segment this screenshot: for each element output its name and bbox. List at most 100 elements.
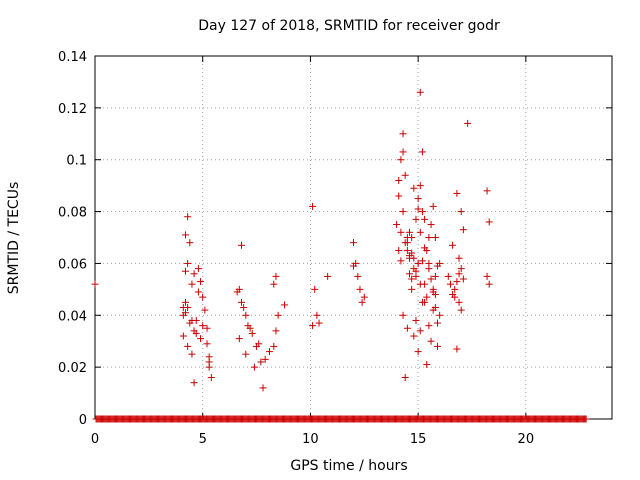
axis-ticks: 0 0.02 0.04 0.06 0.08 0.1 0.12 0.14 0 5 10 15 20 [58, 50, 612, 447]
data-point [401, 171, 409, 179]
data-point [416, 280, 424, 288]
data-point [485, 280, 493, 288]
data-point [181, 231, 189, 239]
data-point [403, 324, 411, 332]
data-point [184, 213, 192, 221]
data-point [483, 187, 491, 195]
data-point [434, 319, 442, 327]
plot-frame [94, 55, 613, 420]
data-point [453, 278, 461, 286]
data-point [358, 298, 366, 306]
data-point [414, 205, 422, 213]
data-point [181, 309, 189, 317]
data-point [425, 259, 433, 267]
data-point [416, 182, 424, 190]
data-point [483, 272, 491, 280]
data-point [464, 119, 472, 127]
data-point [240, 304, 248, 312]
data-point [421, 244, 429, 252]
data-point [181, 298, 189, 306]
data-point [451, 285, 459, 293]
data-point [259, 384, 267, 392]
data-point [397, 228, 405, 236]
data-point [429, 202, 437, 210]
x-tick-label: 0 [91, 432, 99, 447]
data-point [270, 280, 278, 288]
data-point [255, 340, 263, 348]
data-point [248, 329, 256, 337]
data-point [190, 379, 198, 387]
data-point [235, 335, 243, 343]
data-point [188, 316, 196, 324]
x-axis-label: GPS time / hours [290, 458, 407, 474]
data-point [457, 306, 465, 314]
data-point [485, 218, 493, 226]
data-point [315, 319, 323, 327]
data-point [431, 272, 439, 280]
data-point [179, 332, 187, 340]
data-point [179, 304, 187, 312]
data-point [395, 176, 403, 184]
data-point [427, 337, 435, 345]
data-point [399, 311, 407, 319]
data-point [446, 280, 454, 288]
data-point [421, 298, 429, 306]
data-point [423, 293, 431, 301]
data-point [197, 335, 205, 343]
data-point [414, 259, 422, 267]
data-point [393, 221, 401, 229]
data-point [403, 239, 411, 247]
data-point [397, 156, 405, 164]
data-point [414, 348, 422, 356]
data-point [197, 278, 205, 286]
data-point [401, 374, 409, 382]
data-point [421, 215, 429, 223]
data-point [324, 272, 332, 280]
data-point [410, 332, 418, 340]
data-point [395, 192, 403, 200]
data-point [399, 130, 407, 138]
data-point [309, 202, 317, 210]
data-point [395, 246, 403, 254]
data-point [399, 208, 407, 216]
data-point [451, 293, 459, 301]
data-point [427, 221, 435, 229]
y-tick-label: 0.04 [58, 309, 87, 324]
data-point [181, 267, 189, 275]
data-point [408, 234, 416, 241]
data-point [444, 272, 452, 280]
data-point [201, 306, 209, 314]
x-tick-label: 10 [302, 432, 319, 447]
data-point [199, 322, 207, 330]
data-point [403, 246, 411, 254]
data-point [270, 342, 278, 350]
data-point [186, 239, 194, 247]
data-point [203, 340, 211, 348]
data-point [427, 275, 435, 283]
data-point [309, 322, 317, 330]
y-tick-label: 0.08 [58, 206, 87, 221]
data-point [242, 311, 250, 319]
data-point [436, 259, 444, 267]
data-point [188, 280, 196, 288]
data-point [414, 195, 422, 203]
data-point [237, 241, 245, 249]
data-point [406, 270, 414, 278]
data-point [91, 280, 99, 288]
data-point [354, 272, 362, 280]
data-point [436, 311, 444, 319]
data-point [455, 270, 463, 278]
y-tick-label: 0.02 [58, 361, 87, 376]
data-point [274, 311, 282, 319]
data-point [207, 374, 215, 382]
data-point [311, 285, 319, 293]
data-point [237, 298, 245, 306]
data-point [412, 316, 420, 324]
data-point [453, 345, 461, 353]
chart-title: Day 127 of 2018, SRMTID for receiver god… [198, 18, 500, 34]
data-point [235, 285, 243, 293]
data-point [459, 275, 467, 283]
data-point [582, 415, 590, 423]
data-point [412, 215, 420, 223]
